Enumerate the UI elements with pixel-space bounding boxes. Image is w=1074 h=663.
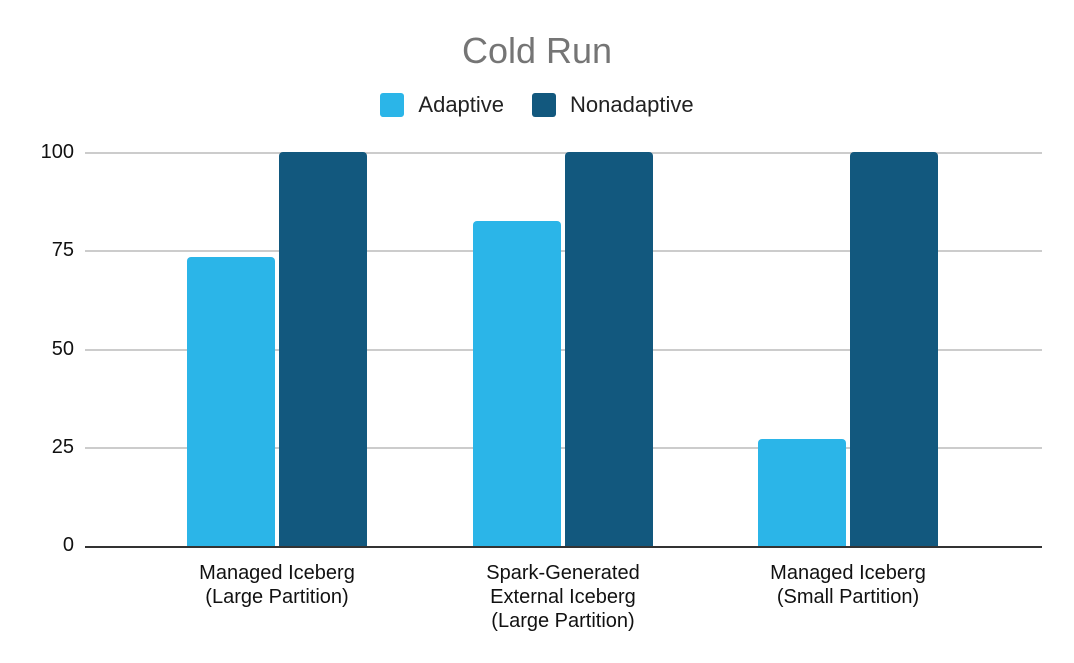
gridline-75 xyxy=(85,250,1042,252)
legend-item-adaptive: Adaptive xyxy=(380,92,504,118)
x-axis-line xyxy=(85,546,1042,548)
bar-nonadaptive-1 xyxy=(279,152,367,546)
y-tick-25: 25 xyxy=(51,436,74,458)
legend-swatch-nonadaptive-icon xyxy=(532,93,557,117)
legend-item-nonadaptive: Nonadaptive xyxy=(532,92,694,118)
x-label-1: Managed Iceberg (Large Partition) xyxy=(199,562,355,608)
bar-adaptive-3 xyxy=(758,438,846,546)
bar-nonadaptive-3 xyxy=(850,152,938,546)
gridline-25 xyxy=(85,447,1042,449)
legend: Adaptive Nonadaptive xyxy=(0,92,1074,118)
bar-adaptive-2 xyxy=(473,220,561,546)
y-tick-0: 0 xyxy=(62,534,74,556)
y-tick-75: 75 xyxy=(51,239,74,261)
plot-area xyxy=(85,152,1042,548)
y-tick-50: 50 xyxy=(51,338,74,360)
gridline-100 xyxy=(85,152,1042,154)
chart-title: Cold Run xyxy=(461,30,613,71)
legend-label-adaptive: Adaptive xyxy=(418,92,505,117)
bar-adaptive-1 xyxy=(187,256,275,546)
legend-label-nonadaptive: Nonadaptive xyxy=(570,92,694,117)
gridline-50 xyxy=(85,349,1042,351)
legend-swatch-adaptive-icon xyxy=(380,93,405,117)
x-label-3: Managed Iceberg (Small Partition) xyxy=(770,562,926,608)
y-tick-100: 100 xyxy=(40,141,74,163)
bar-nonadaptive-2 xyxy=(565,152,653,546)
x-label-2: Spark-Generated External Iceberg (Large Pa… xyxy=(486,562,640,632)
